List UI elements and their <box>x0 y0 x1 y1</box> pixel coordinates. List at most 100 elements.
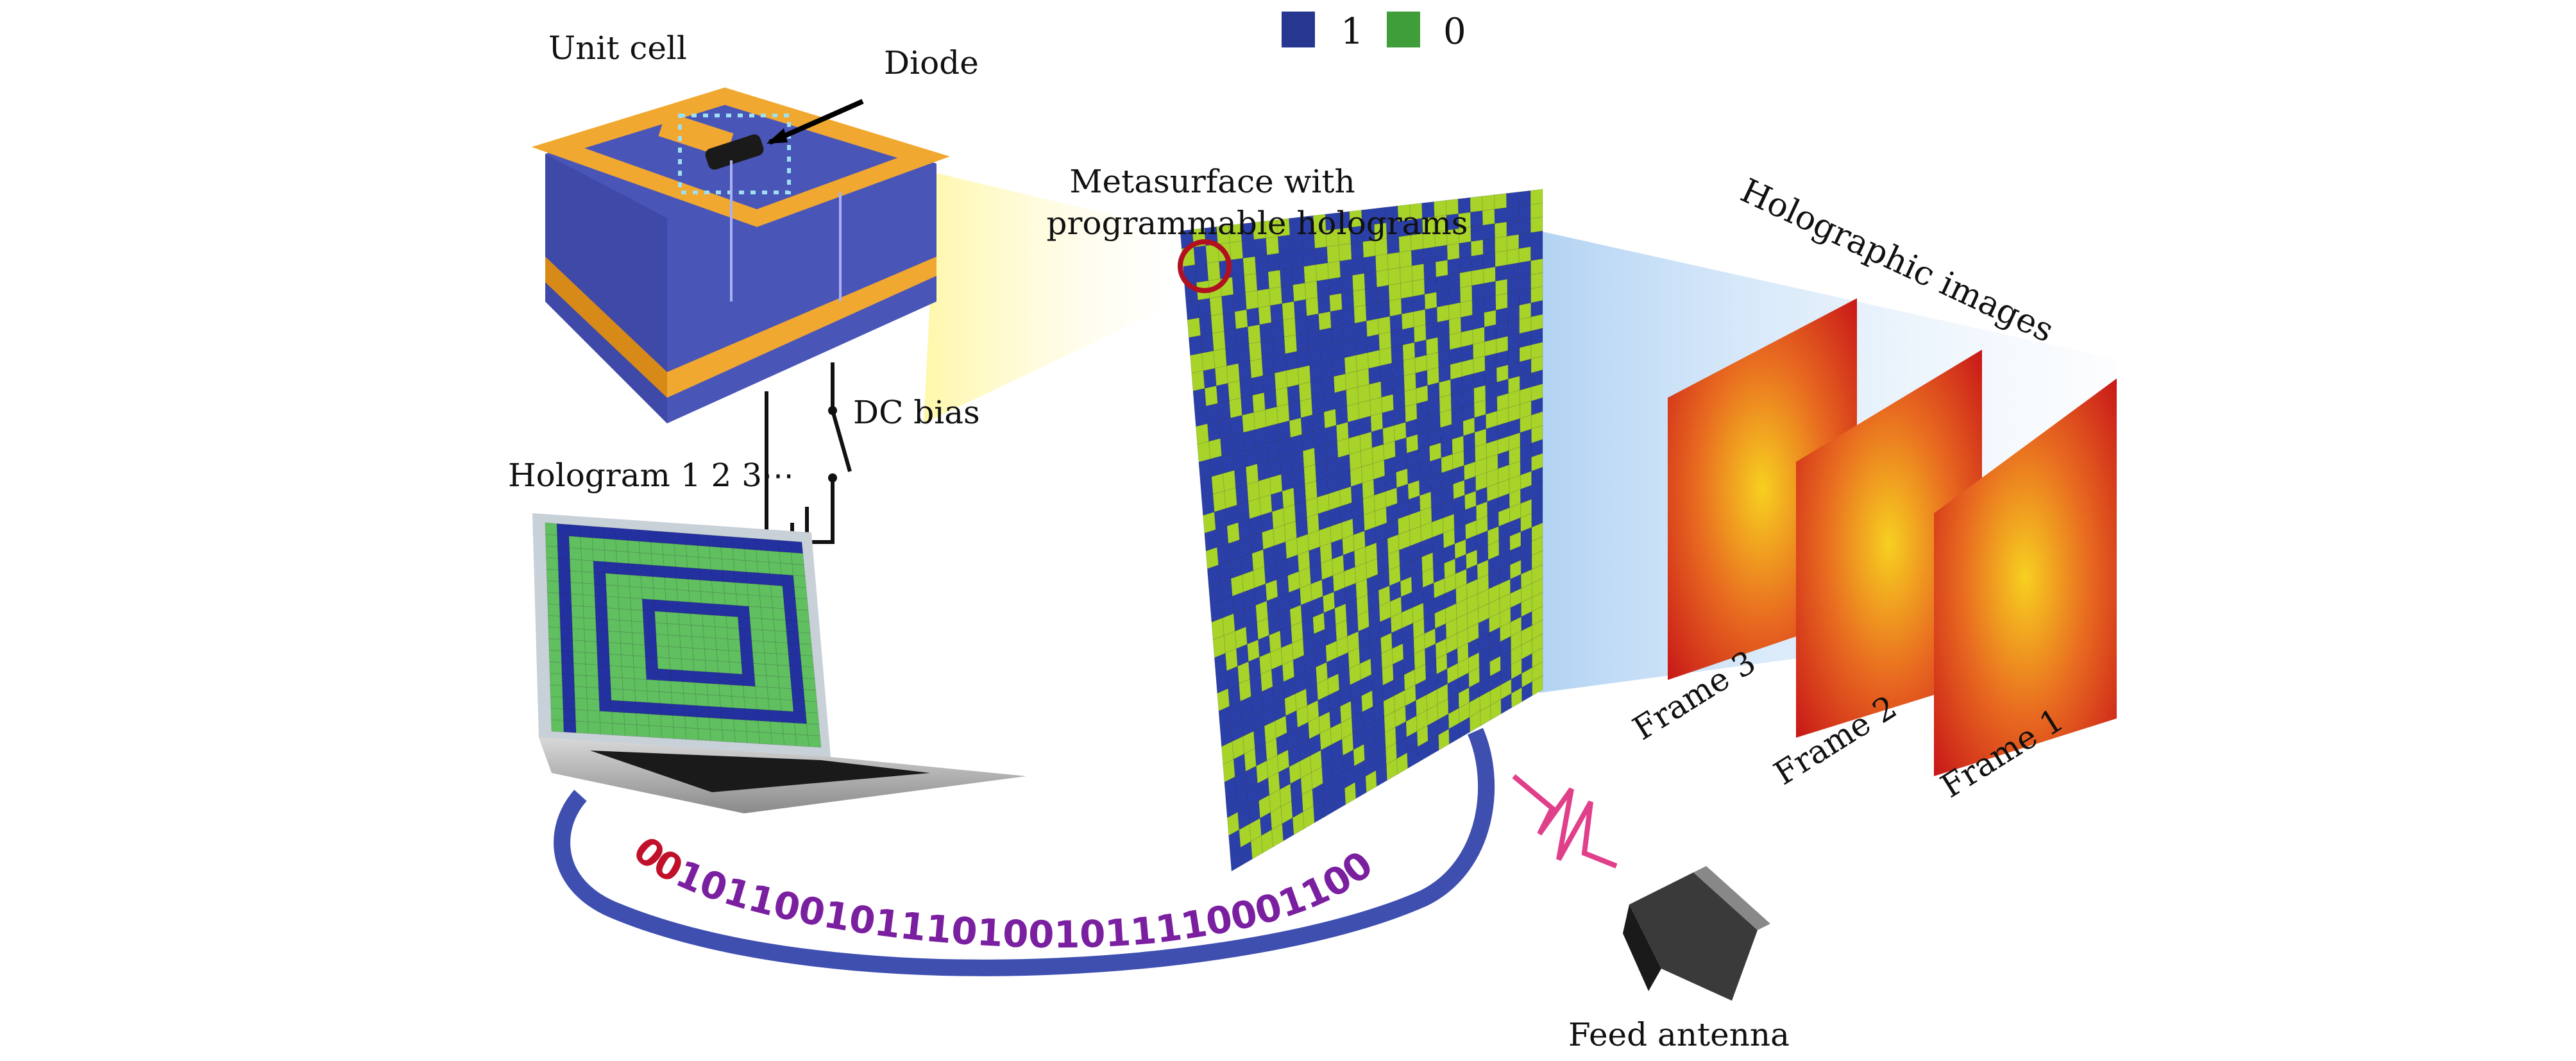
coding-cell <box>807 734 822 748</box>
coding-cell <box>1241 395 1255 416</box>
coding-cell <box>746 731 761 744</box>
coding-cell <box>628 563 641 577</box>
coding-cell <box>1530 244 1543 262</box>
coding-cell <box>1389 298 1402 317</box>
coding-cell <box>758 584 772 597</box>
coding-cell <box>616 573 631 587</box>
coding-cell <box>711 581 725 594</box>
coding-cell <box>770 721 784 734</box>
coding-cell <box>709 557 724 571</box>
coding-cell <box>639 552 653 566</box>
coding-cell <box>1214 365 1229 387</box>
coding-cell <box>740 650 754 664</box>
coding-cell <box>1242 256 1257 276</box>
coding-cell <box>570 582 584 595</box>
coding-cell <box>718 683 733 697</box>
coding-cell <box>684 704 698 718</box>
coding-cell <box>1518 274 1532 292</box>
coding-cell <box>1357 384 1371 404</box>
coding-cell <box>604 538 617 552</box>
coding-cell <box>667 634 681 648</box>
coding-cell <box>779 687 793 701</box>
coding-cell <box>736 605 750 618</box>
coding-cell <box>630 597 643 611</box>
coding-cell <box>1231 432 1245 454</box>
coding-cell <box>1291 250 1305 269</box>
coding-cell <box>593 560 606 574</box>
coding-cell <box>715 638 729 651</box>
coding-cell <box>1198 458 1212 480</box>
coding-cell <box>1354 320 1368 340</box>
coding-cell <box>696 705 710 718</box>
coding-cell <box>629 586 643 600</box>
coding-cell <box>671 692 685 706</box>
coding-cell <box>546 568 559 582</box>
coding-cell <box>606 596 620 609</box>
coding-cell <box>706 683 720 696</box>
coding-cell <box>606 584 619 598</box>
coding-cell <box>1222 311 1237 332</box>
coding-cell <box>1532 675 1543 697</box>
coding-cell <box>1353 305 1367 324</box>
coding-cell <box>652 564 665 578</box>
coding-cell <box>1282 318 1296 338</box>
coding-cell <box>777 665 791 678</box>
coding-cell <box>651 553 665 566</box>
coding-cell <box>1248 341 1262 362</box>
coding-cell <box>797 620 811 634</box>
coding-cell <box>684 532 699 547</box>
coding-cell <box>723 581 737 595</box>
coding-cell <box>617 585 631 598</box>
coding-cell <box>1254 426 1268 448</box>
coding-cell <box>1495 235 1507 253</box>
highlight-unit-circle <box>1178 239 1232 293</box>
coding-cell <box>1518 190 1531 207</box>
coding-cell <box>681 670 695 683</box>
coding-cell <box>1351 257 1365 276</box>
coding-cell <box>556 523 570 537</box>
coding-cell <box>751 640 765 654</box>
coding-cell <box>1460 314 1473 333</box>
coding-cell <box>799 643 813 657</box>
coding-cell <box>715 626 729 640</box>
legend-swatch-0 <box>1387 12 1420 47</box>
coding-cell <box>688 590 702 604</box>
coding-cell <box>1333 373 1347 393</box>
coding-cell <box>1482 194 1495 212</box>
coding-cell <box>596 629 609 643</box>
coding-cell <box>1447 257 1461 276</box>
coding-cell <box>754 538 768 552</box>
coding-cell <box>1194 405 1208 427</box>
coding-cell <box>1235 326 1250 347</box>
coding-cell <box>699 579 713 593</box>
coding-cell <box>724 593 738 606</box>
coding-cell <box>645 656 659 670</box>
coding-cell <box>1530 272 1543 289</box>
coding-cell <box>1353 289 1366 308</box>
coding-cell <box>732 548 746 561</box>
coding-cell <box>743 537 757 550</box>
coding-cell <box>1321 360 1334 380</box>
coding-cell <box>747 594 761 608</box>
coding-cell <box>766 539 780 552</box>
coding-cell <box>647 690 661 704</box>
coding-cell <box>733 559 747 573</box>
coding-cell <box>1309 362 1323 382</box>
coding-cell <box>699 568 713 582</box>
coding-cell <box>1319 327 1333 347</box>
coding-cell <box>1218 418 1233 439</box>
coding-cell <box>661 531 675 545</box>
coding-cell <box>611 700 625 713</box>
coding-cell <box>1247 324 1261 344</box>
coding-cell <box>787 642 801 656</box>
coding-cell <box>599 711 613 724</box>
coding-cell <box>550 719 564 733</box>
coding-cell <box>1448 287 1461 305</box>
coding-cell <box>774 630 788 644</box>
coding-cell <box>618 597 632 610</box>
coding-cell <box>1291 266 1305 285</box>
coding-cell <box>1285 368 1300 388</box>
coding-cell <box>682 681 696 695</box>
coding-cell <box>560 627 573 641</box>
coding-cell <box>620 643 634 656</box>
